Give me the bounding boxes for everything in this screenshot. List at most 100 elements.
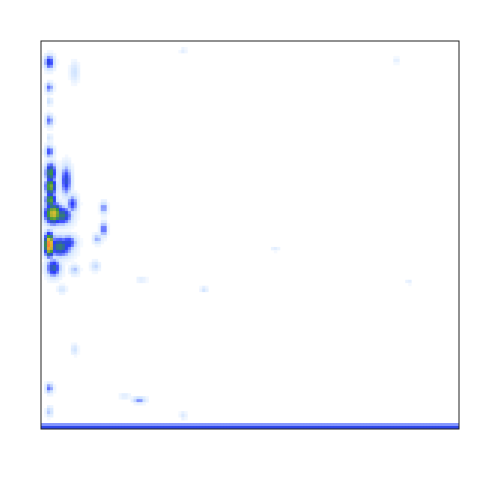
- heatmap-cell: [43, 252, 48, 257]
- heatmap-cell: [49, 124, 54, 128]
- heatmap-cell: [417, 423, 421, 427]
- heatmap-cell: [100, 208, 105, 212]
- heatmap-cell: [133, 423, 137, 427]
- heatmap-cell: [420, 423, 424, 427]
- heatmap-cell: [49, 217, 54, 221]
- heatmap-cell: [178, 423, 182, 427]
- heatmap-cell: [46, 133, 51, 137]
- heatmap-cell: [61, 169, 66, 173]
- heatmap-cell: [360, 426, 364, 430]
- heatmap-cell: [46, 193, 51, 197]
- heatmap-cell: [121, 426, 125, 430]
- heatmap-cell: [100, 423, 105, 427]
- heatmap-cell: [41, 166, 45, 170]
- heatmap-cell: [91, 235, 96, 239]
- heatmap-cell: [103, 214, 108, 218]
- heatmap-cell: [43, 408, 48, 412]
- heatmap-cell: [67, 184, 72, 188]
- heatmap-cell: [241, 423, 245, 427]
- heatmap-cell: [73, 232, 78, 236]
- heatmap-cell: [49, 205, 54, 209]
- heatmap-cell: [136, 396, 140, 400]
- heatmap-cell: [76, 348, 81, 352]
- heatmap-cell: [41, 64, 45, 69]
- heatmap-cell: [76, 193, 81, 197]
- heatmap-cell: [151, 423, 155, 427]
- heatmap-cell: [41, 187, 45, 191]
- heatmap-cell: [217, 426, 221, 430]
- heatmap-cell: [49, 88, 54, 93]
- heatmap-cell: [255, 423, 260, 427]
- heatmap-cell: [142, 426, 146, 430]
- heatmap-cell: [64, 237, 69, 242]
- heatmap-cell: [61, 273, 66, 278]
- heatmap-cell: [414, 423, 418, 427]
- heatmap-cell: [103, 220, 108, 224]
- heatmap-cell: [49, 229, 54, 233]
- heatmap-cell: [49, 91, 54, 96]
- heatmap-cell: [41, 267, 45, 272]
- heatmap-cell: [52, 55, 57, 60]
- heatmap-cell: [43, 258, 48, 263]
- heatmap-cell: [49, 196, 54, 200]
- heatmap-cell: [46, 157, 51, 161]
- heatmap-cell: [76, 208, 81, 212]
- heatmap-cell: [67, 258, 72, 263]
- heatmap-cell: [61, 160, 66, 164]
- heatmap-cell: [285, 423, 290, 427]
- heatmap-cell: [49, 258, 54, 263]
- heatmap-cell: [64, 261, 69, 266]
- heatmap-cell: [267, 426, 272, 430]
- heatmap-cell: [58, 285, 63, 290]
- heatmap-cell: [49, 52, 54, 57]
- heatmap-cell: [202, 285, 206, 290]
- heatmap-cell: [73, 273, 78, 278]
- heatmap-cell: [49, 55, 54, 60]
- heatmap-cell: [61, 205, 66, 209]
- heatmap-cell: [67, 193, 72, 197]
- heatmap-cell: [41, 148, 45, 152]
- heatmap-cell: [41, 199, 45, 203]
- heatmap-cell: [94, 237, 99, 242]
- heatmap-cell: [61, 261, 66, 266]
- heatmap-cell: [49, 163, 54, 167]
- heatmap-cell: [49, 235, 54, 239]
- heatmap-cell: [106, 202, 111, 206]
- heatmap-cell: [46, 214, 51, 218]
- heatmap-cell: [97, 223, 102, 227]
- heatmap-cell: [357, 426, 361, 430]
- heatmap-cell: [49, 267, 54, 272]
- heatmap-cell: [70, 193, 75, 197]
- heatmap-cell: [103, 232, 108, 236]
- heatmap-cell: [76, 64, 81, 69]
- heatmap-cell: [100, 217, 105, 221]
- heatmap-cell: [52, 390, 57, 394]
- heatmap-cell: [61, 187, 66, 191]
- heatmap-cell: [94, 270, 99, 275]
- heatmap-cell: [381, 426, 385, 430]
- heatmap-cell: [76, 61, 81, 66]
- heatmap-cell: [43, 199, 48, 203]
- heatmap-cell: [76, 67, 81, 72]
- heatmap-cell: [49, 246, 54, 251]
- heatmap-cell: [196, 426, 200, 430]
- heatmap-cell: [46, 232, 51, 236]
- heatmap-cell: [46, 181, 51, 185]
- heatmap-cell: [378, 426, 382, 430]
- heatmap-cell: [276, 423, 281, 427]
- heatmap-cell: [43, 211, 48, 215]
- heatmap-cell: [49, 390, 54, 394]
- heatmap-cell: [187, 423, 191, 427]
- heatmap-cell: [115, 426, 120, 430]
- heatmap-cell: [64, 163, 69, 167]
- heatmap-cell: [49, 405, 54, 409]
- heatmap-cell: [79, 267, 84, 272]
- heatmap-cell: [49, 232, 54, 236]
- heatmap-cell: [67, 214, 72, 218]
- heatmap-cell: [76, 217, 81, 221]
- heatmap-cell: [52, 276, 57, 281]
- heatmap-cell: [41, 172, 45, 176]
- heatmap-cell: [43, 196, 48, 200]
- heatmap-cell: [43, 178, 48, 182]
- heatmap-cell: [372, 426, 376, 430]
